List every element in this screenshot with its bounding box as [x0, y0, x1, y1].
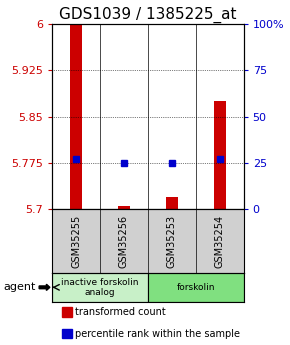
- Text: agent: agent: [3, 282, 35, 292]
- Title: GDS1039 / 1385225_at: GDS1039 / 1385225_at: [59, 7, 237, 23]
- Text: transformed count: transformed count: [75, 307, 166, 317]
- Bar: [118, 206, 130, 209]
- Text: forskolin: forskolin: [177, 283, 215, 292]
- Bar: [52, 273, 148, 302]
- Text: percentile rank within the sample: percentile rank within the sample: [75, 329, 240, 338]
- Text: GSM35255: GSM35255: [71, 214, 81, 268]
- Text: GSM35256: GSM35256: [119, 215, 129, 268]
- Text: inactive forskolin
analog: inactive forskolin analog: [61, 278, 139, 297]
- Bar: [62, 329, 72, 338]
- Bar: [70, 24, 82, 209]
- Text: GSM35253: GSM35253: [167, 215, 177, 268]
- Bar: [214, 101, 226, 209]
- Text: GSM35254: GSM35254: [215, 215, 225, 268]
- Bar: [148, 273, 244, 302]
- Bar: [166, 197, 178, 209]
- Bar: [62, 307, 72, 317]
